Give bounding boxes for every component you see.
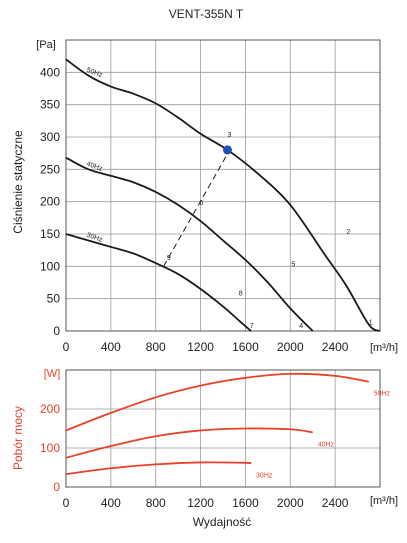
top-series-line-30hz (65, 233, 252, 332)
bottom-series-line-50hz (65, 372, 369, 432)
top-dashed-line (163, 149, 231, 267)
top-y-tick-label: 50 (47, 292, 61, 306)
top-series-line-50hz (65, 58, 381, 332)
top-y-tick-label: 200 (40, 195, 60, 209)
bottom-series-label-50hz: 50Hz (374, 391, 391, 398)
bottom-x-tick-label: 400 (101, 496, 121, 510)
top-point-label: 7 (250, 323, 254, 330)
bottom-y-axis-label: Pobór mocy (11, 406, 25, 470)
top-point-label: 2 (346, 229, 350, 236)
top-plot-frame (65, 39, 381, 332)
top-y-tick-label: 350 (40, 98, 60, 112)
top-point-label: 1 (369, 320, 373, 327)
bottom-x-unit: [m³/h] (370, 495, 398, 507)
chart-title: VENT-355N T (169, 7, 244, 21)
top-point-label: 5 (291, 261, 295, 268)
top-y-tick-label: 100 (40, 259, 60, 273)
top-x-tick-label: 2400 (322, 340, 349, 354)
top-x-tick-label: 1600 (232, 340, 259, 354)
bottom-x-tick-label: 2400 (322, 496, 349, 510)
top-series-label-50hz: 50Hz (86, 67, 104, 79)
bottom-x-tick-label: 1200 (187, 496, 214, 510)
bottom-series-line-40hz (65, 427, 313, 459)
top-point-label: 4 (299, 323, 303, 330)
top-x-tick-label: 2000 (277, 340, 304, 354)
bottom-y-unit: [W] (44, 368, 61, 380)
top-x-tick-label: 800 (146, 340, 166, 354)
top-series-line-40hz (65, 156, 314, 332)
top-y-axis-label: Ciśnienie statyczne (11, 130, 25, 234)
top-x-tick-label: 1200 (187, 340, 214, 354)
top-point-label: 9 (167, 255, 171, 262)
bottom-series-label-40hz: 40Hz (318, 441, 335, 448)
bottom-y-tick-label: 100 (40, 441, 60, 455)
top-x-unit: [m³/h] (370, 342, 398, 354)
bottom-y-tick-label: 0 (53, 480, 60, 494)
bottom-x-axis-label: Wydajność (193, 515, 252, 529)
bottom-x-tick-label: 0 (63, 496, 70, 510)
top-y-tick-label: 0 (53, 324, 60, 338)
bottom-plot-frame (65, 369, 381, 488)
top-operating-point-marker (222, 145, 232, 155)
bottom-x-tick-label: 2000 (277, 496, 304, 510)
bottom-series-line-30hz (65, 461, 252, 476)
top-y-tick-label: 150 (40, 227, 60, 241)
top-point-label: 3 (227, 132, 231, 139)
top-y-tick-label: 250 (40, 162, 60, 176)
bottom-series-label-30hz: 30Hz (256, 473, 273, 480)
top-y-tick-label: 400 (40, 65, 60, 79)
top-y-unit: [Pa] (36, 39, 56, 51)
top-x-tick-label: 0 (63, 340, 70, 354)
top-x-tick-label: 400 (101, 340, 121, 354)
top-point-label: 6 (199, 200, 203, 207)
bottom-x-tick-label: 1600 (232, 496, 259, 510)
top-y-tick-label: 300 (40, 130, 60, 144)
bottom-y-tick-label: 200 (40, 402, 60, 416)
top-point-label: 8 (239, 290, 243, 297)
bottom-x-tick-label: 800 (146, 496, 166, 510)
